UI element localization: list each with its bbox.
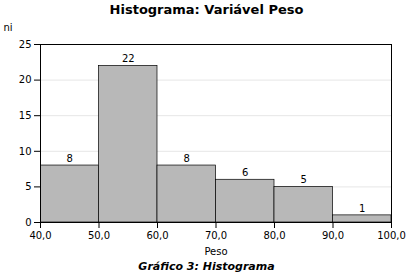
svg-text:22: 22 [122, 53, 135, 64]
svg-text:5: 5 [301, 174, 307, 185]
svg-text:90,0: 90,0 [322, 230, 344, 241]
svg-text:25: 25 [19, 39, 32, 50]
svg-text:70,0: 70,0 [205, 230, 227, 241]
svg-text:8: 8 [67, 153, 73, 164]
svg-text:60,0: 60,0 [146, 230, 168, 241]
svg-text:6: 6 [242, 167, 248, 178]
svg-text:50,0: 50,0 [88, 230, 110, 241]
html-text:Histograma: Variável Peso: Histograma: Variável Peso [109, 2, 304, 17]
svg-text:Peso: Peso [204, 246, 227, 257]
svg-text:20: 20 [19, 74, 32, 85]
svg-text:1: 1 [359, 203, 365, 214]
svg-text:8: 8 [184, 153, 190, 164]
svg-text:40,0: 40,0 [29, 230, 51, 241]
svg-text:80,0: 80,0 [263, 230, 285, 241]
svg-text:10: 10 [19, 146, 32, 157]
svg-text:5: 5 [25, 181, 31, 192]
svg-text:100,0: 100,0 [377, 230, 406, 241]
html-text:Gráfico 3: Histograma: Gráfico 3: Histograma [138, 260, 275, 273]
svg-text:0: 0 [25, 217, 31, 228]
svg-text:ni: ni [4, 22, 13, 33]
svg-text:15: 15 [19, 110, 32, 121]
